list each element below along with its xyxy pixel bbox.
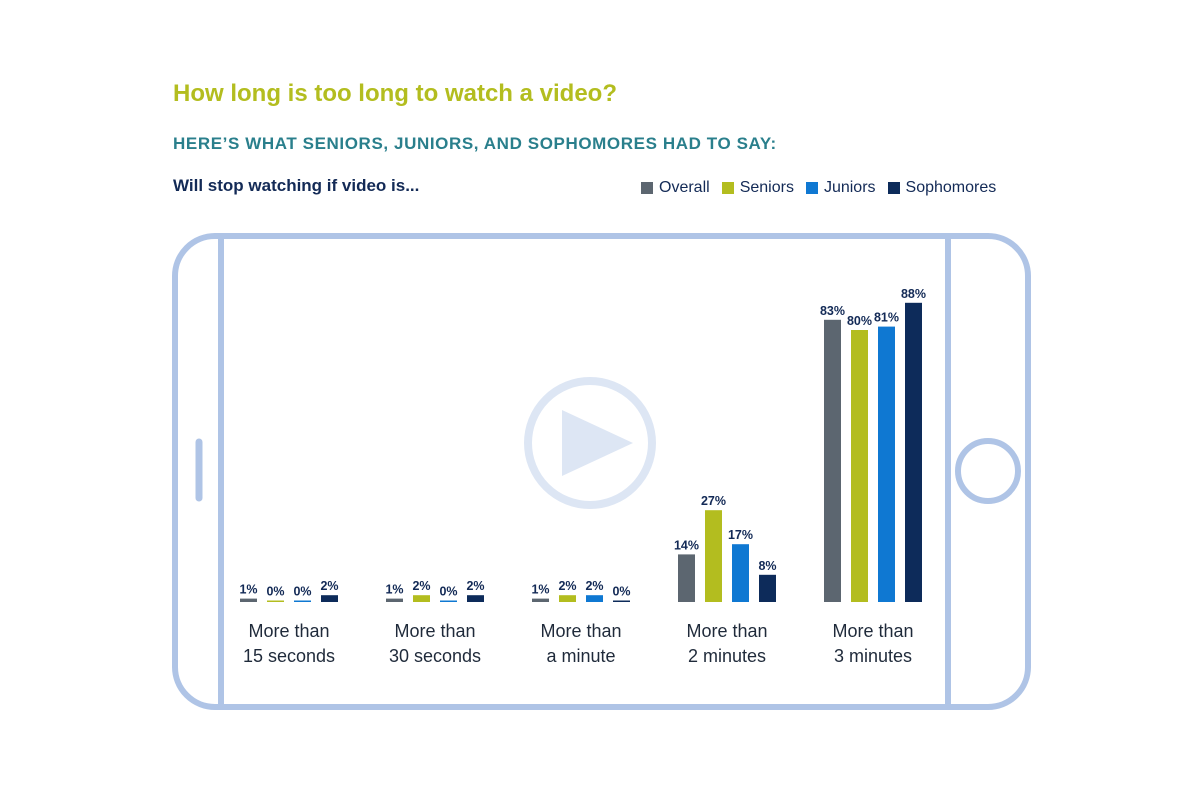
bar-seniors-1: [413, 595, 430, 602]
bar-label-overall-1: 1%: [385, 583, 403, 597]
category-label-0-line-1: 15 seconds: [243, 646, 335, 666]
bar-label-seniors-3: 27%: [701, 494, 726, 508]
bars-layer: [240, 302, 922, 602]
legend-label-overall: Overall: [659, 179, 710, 196]
bar-overall-4: [824, 319, 841, 602]
category-label-2-line-0: More than: [540, 621, 621, 641]
bar-overall-1: [386, 598, 403, 602]
bar-label-overall-4: 83%: [820, 304, 845, 318]
bar-juniors-2: [586, 595, 603, 602]
bar-overall-0: [240, 598, 257, 602]
bar-labels-layer: 1% 0% 0% 2% 1% 2% 0% 2% 1% 2% 2% 0% 14% 27% 17% 8% 83%80…: [239, 287, 926, 599]
bar-juniors-0: [294, 600, 311, 602]
bar-seniors-3: [705, 510, 722, 602]
legend-swatch-seniors: [721, 182, 734, 194]
category-label-2-line-1: a minute: [546, 646, 615, 666]
bar-juniors-1: [440, 600, 457, 602]
bar-label-juniors-4: 81%: [874, 311, 899, 325]
category-label-3-line-0: More than: [686, 621, 767, 641]
category-label-3-line-1: 2 minutes: [688, 646, 766, 666]
phone-outline: [172, 233, 1031, 710]
bar-seniors-2: [559, 595, 576, 602]
home-button-icon: [955, 438, 1021, 504]
bar-label-juniors-0: 0%: [293, 585, 311, 599]
bar-sophomores-1: [467, 595, 484, 602]
bar-sophomores-0: [321, 595, 338, 602]
bar-label-seniors-1: 2%: [412, 579, 430, 593]
legend-item-seniors: Seniors: [721, 179, 794, 197]
category-label-0-line-0: More than: [248, 621, 329, 641]
bar-sophomores-3: [759, 574, 776, 602]
legend-swatch-overall: [641, 182, 653, 194]
legend-item-sophomores: Sophomores: [887, 179, 997, 197]
bar-juniors-4: [878, 326, 895, 602]
bar-overall-3: [678, 554, 695, 602]
bar-juniors-3: [732, 544, 749, 602]
play-icon-triangle: [562, 410, 633, 476]
chart-subtitle: HERE’S WHAT SENIORS, JUNIORS, AND SOPHOM…: [173, 134, 777, 153]
category-label-1-line-0: More than: [394, 621, 475, 641]
legend-item-overall: Overall: [641, 179, 710, 197]
question-label: Will stop watching if video is...: [173, 176, 420, 195]
bar-label-overall-3: 14%: [674, 538, 699, 552]
bar-label-seniors-2: 2%: [558, 579, 576, 593]
legend-swatch-sophomores: [887, 182, 900, 194]
bar-overall-2: [532, 598, 549, 602]
bar-label-sophomores-0: 2%: [320, 579, 338, 593]
play-icon: [524, 377, 656, 509]
bar-label-seniors-4: 80%: [847, 314, 872, 328]
bar-label-juniors-2: 2%: [585, 579, 603, 593]
bar-label-overall-0: 1%: [239, 583, 257, 597]
legend-label-juniors: Juniors: [823, 179, 876, 196]
play-icon-circle: [524, 377, 656, 509]
legend-item-juniors: Juniors: [805, 179, 876, 197]
bar-label-sophomores-2: 0%: [612, 585, 630, 599]
category-label-4-line-1: 3 minutes: [834, 646, 912, 666]
bar-label-overall-2: 1%: [531, 583, 549, 597]
legend-label-sophomores: Sophomores: [905, 179, 997, 196]
bar-label-juniors-1: 0%: [439, 585, 457, 599]
category-labels-layer: More than 15 seconds More than 30 seconds Mo…: [243, 621, 914, 666]
legend-swatch-juniors: [805, 182, 818, 194]
bar-label-sophomores-4: 88%: [901, 287, 926, 301]
chart-title: How long is too long to watch a video?: [173, 80, 617, 107]
category-label-1-line-1: 30 seconds: [389, 646, 481, 666]
bar-label-juniors-3: 17%: [728, 528, 753, 542]
bar-label-sophomores-3: 8%: [758, 559, 776, 573]
category-label-4-line-0: More than: [832, 621, 913, 641]
bar-sophomores-2: [613, 600, 630, 602]
bar-seniors-4: [851, 330, 868, 602]
bar-label-sophomores-1: 2%: [466, 579, 484, 593]
legend-label-seniors: Seniors: [739, 179, 794, 196]
phone-frame-icon: [172, 233, 1031, 710]
bar-seniors-0: [267, 600, 284, 602]
bar-sophomores-4: [905, 302, 922, 602]
legend: Overall Seniors Juniors Sophomores: [641, 179, 1008, 197]
bar-label-seniors-0: 0%: [266, 585, 284, 599]
